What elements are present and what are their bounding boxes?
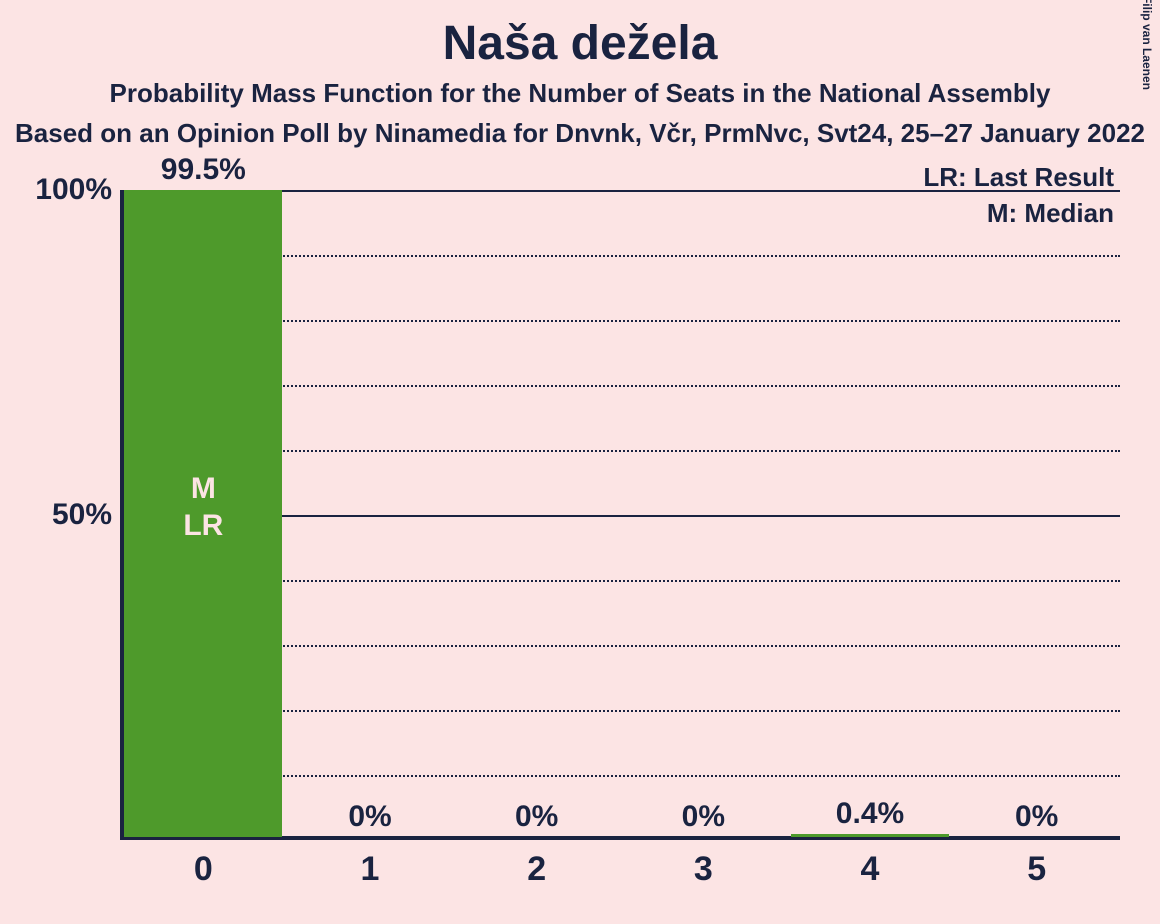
bar-value-label: 0% — [300, 800, 440, 834]
in-bar-annotation: MLR — [113, 470, 293, 545]
y-tick-label: 50% — [12, 498, 112, 532]
plot-area: 50%100% 99.5%0%0%0%0.4%0%MLR 012345 LR: … — [120, 190, 1120, 840]
pmf-chart: Naša dežela Probability Mass Function fo… — [0, 0, 1160, 924]
in-bar-median-marker: M — [113, 470, 293, 508]
bar-value-label: 0.4% — [800, 797, 940, 831]
bar-value-label: 99.5% — [133, 153, 273, 187]
bar — [791, 834, 949, 837]
chart-subtitle-1: Probability Mass Function for the Number… — [0, 78, 1160, 109]
bar-value-label: 0% — [967, 800, 1107, 834]
x-tick-label: 1 — [330, 850, 410, 889]
x-tick-label: 2 — [497, 850, 577, 889]
x-tick-label: 3 — [663, 850, 743, 889]
y-tick-label: 100% — [12, 173, 112, 207]
x-tick-label: 4 — [830, 850, 910, 889]
x-tick-label: 5 — [997, 850, 1077, 889]
in-bar-last-result-marker: LR — [113, 507, 293, 545]
legend-last-result: LR: Last Result — [923, 162, 1114, 193]
bar-value-label: 0% — [467, 800, 607, 834]
chart-title: Naša dežela — [0, 16, 1160, 71]
copyright-notice: © 2022 Filip van Laenen — [1140, 0, 1154, 90]
legend-median: M: Median — [987, 198, 1114, 229]
chart-subtitle-2: Based on an Opinion Poll by Ninamedia fo… — [0, 118, 1160, 149]
bar-value-label: 0% — [633, 800, 773, 834]
x-tick-label: 0 — [163, 850, 243, 889]
